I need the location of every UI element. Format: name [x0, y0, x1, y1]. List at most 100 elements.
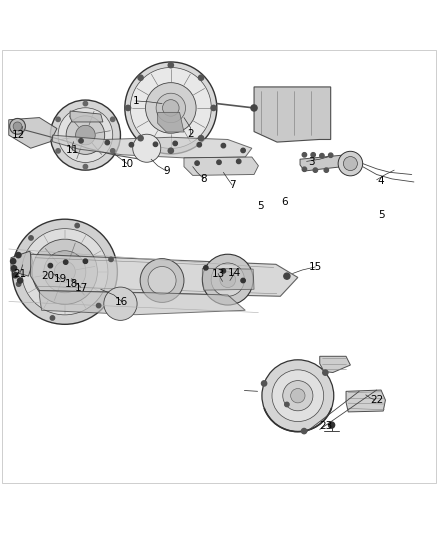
Text: 19: 19 [54, 274, 67, 284]
Circle shape [29, 236, 33, 240]
Text: 21: 21 [13, 269, 26, 279]
Text: 22: 22 [370, 394, 383, 405]
Circle shape [283, 381, 313, 411]
Text: 18: 18 [64, 279, 78, 288]
Circle shape [241, 148, 245, 152]
Circle shape [66, 116, 105, 155]
Circle shape [328, 153, 333, 157]
Circle shape [197, 142, 201, 147]
Text: 6: 6 [281, 197, 288, 207]
Circle shape [162, 100, 179, 116]
Circle shape [13, 122, 22, 131]
Circle shape [328, 422, 335, 428]
Circle shape [262, 360, 334, 432]
Text: 12: 12 [12, 130, 25, 140]
Circle shape [145, 83, 196, 133]
Polygon shape [31, 254, 298, 296]
Text: 5: 5 [257, 201, 264, 211]
Circle shape [76, 125, 95, 145]
Polygon shape [9, 118, 57, 148]
Circle shape [56, 117, 60, 122]
Polygon shape [300, 155, 350, 171]
Circle shape [110, 117, 115, 122]
Text: 10: 10 [120, 159, 134, 168]
Circle shape [83, 259, 88, 263]
Circle shape [22, 229, 108, 315]
Circle shape [138, 135, 143, 141]
Circle shape [138, 75, 143, 80]
Text: 5: 5 [378, 210, 385, 220]
Circle shape [140, 259, 184, 302]
Text: 11: 11 [66, 146, 79, 156]
Text: 3: 3 [307, 157, 314, 167]
Text: 23: 23 [320, 422, 333, 431]
Circle shape [153, 142, 158, 147]
Circle shape [11, 259, 16, 264]
Text: 9: 9 [163, 166, 170, 176]
Circle shape [198, 75, 204, 80]
Circle shape [156, 93, 186, 123]
Circle shape [211, 106, 216, 110]
Text: 1: 1 [132, 96, 139, 106]
Circle shape [195, 161, 199, 165]
Circle shape [12, 219, 117, 324]
Circle shape [54, 261, 75, 282]
Circle shape [237, 159, 241, 164]
Text: 17: 17 [74, 282, 88, 293]
Circle shape [302, 167, 307, 172]
Text: 4: 4 [378, 176, 385, 186]
Polygon shape [70, 111, 103, 122]
Circle shape [83, 165, 88, 169]
Polygon shape [53, 135, 252, 158]
Circle shape [125, 106, 131, 110]
Circle shape [285, 402, 289, 407]
Polygon shape [320, 356, 350, 373]
Text: 13: 13 [212, 269, 225, 279]
Circle shape [261, 381, 267, 386]
Circle shape [109, 257, 113, 262]
Circle shape [13, 273, 18, 278]
Circle shape [16, 253, 21, 258]
Circle shape [284, 273, 290, 279]
Circle shape [105, 140, 110, 145]
Circle shape [221, 269, 226, 273]
Text: 20: 20 [42, 271, 55, 281]
Circle shape [131, 68, 211, 148]
Circle shape [251, 105, 257, 111]
Circle shape [301, 429, 307, 434]
Circle shape [241, 278, 245, 282]
Circle shape [110, 149, 115, 153]
Circle shape [129, 142, 134, 147]
Circle shape [320, 154, 324, 158]
Polygon shape [39, 290, 245, 314]
Circle shape [211, 263, 244, 296]
Circle shape [48, 263, 53, 268]
Circle shape [323, 370, 328, 375]
Circle shape [173, 141, 177, 146]
Circle shape [313, 168, 318, 172]
Polygon shape [202, 268, 254, 290]
Circle shape [217, 160, 221, 165]
Circle shape [50, 316, 55, 320]
Circle shape [220, 272, 236, 287]
Circle shape [125, 62, 217, 154]
Polygon shape [346, 390, 385, 412]
Circle shape [148, 266, 176, 295]
Circle shape [83, 101, 88, 106]
Circle shape [302, 152, 307, 157]
Circle shape [311, 152, 315, 157]
Text: 7: 7 [229, 180, 236, 190]
Circle shape [198, 135, 204, 141]
Polygon shape [254, 87, 331, 142]
Circle shape [272, 370, 324, 422]
Polygon shape [11, 251, 33, 276]
Circle shape [50, 100, 120, 170]
Text: 15: 15 [309, 262, 322, 272]
Circle shape [17, 282, 21, 286]
Polygon shape [184, 157, 258, 175]
Circle shape [11, 265, 17, 271]
Circle shape [168, 148, 173, 154]
Circle shape [202, 254, 253, 305]
Circle shape [75, 223, 79, 228]
Circle shape [324, 168, 328, 172]
